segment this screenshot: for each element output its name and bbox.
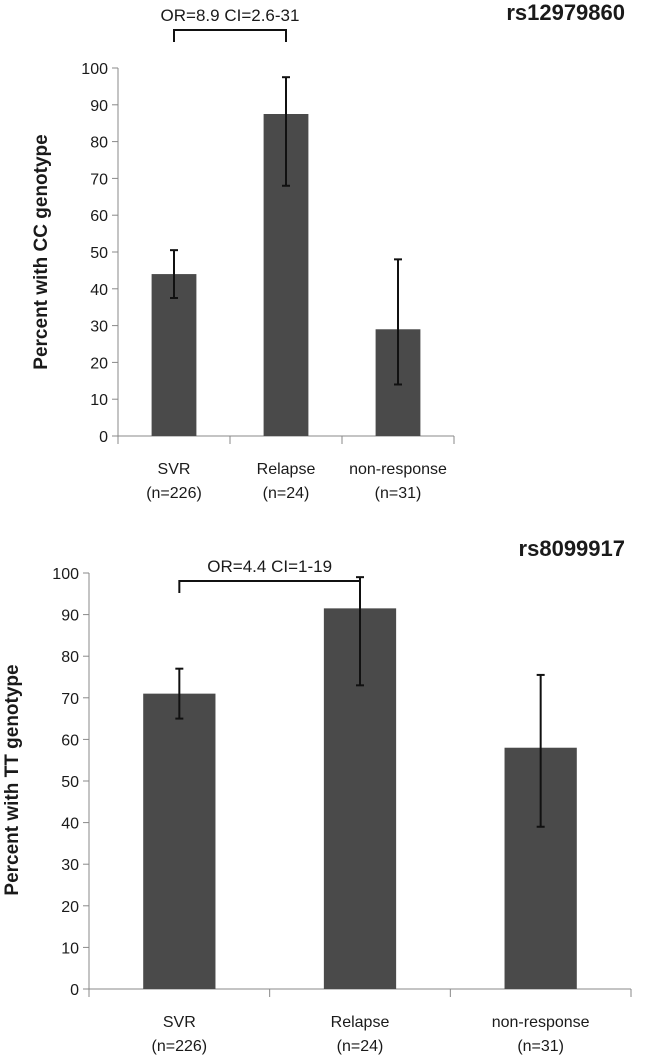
significance-bracket [173,29,287,42]
y-tick-label: 80 [90,135,108,152]
x-category-count: (n=31) [517,1038,564,1055]
annotation-text: OR=8.9 CI=2.6-31 [161,6,300,25]
x-category-label: Relapse [331,1014,390,1031]
x-category-count: (n=226) [152,1038,208,1055]
x-category-label: non-response [349,461,447,478]
y-tick-label: 40 [61,816,79,833]
y-tick-label: 100 [81,61,108,78]
y-tick-label: 20 [61,899,79,916]
y-tick-label: 0 [70,982,79,999]
chart-1: rs12979860 Percent with CC genotype 0 10 20 3… [31,0,625,502]
annotation-text: OR=4.4 CI=1-19 [207,557,332,576]
bar [143,693,216,989]
y-tick-label: 20 [90,355,108,372]
x-category-count: (n=24) [263,485,310,502]
y-tick-label: 30 [61,857,79,874]
x-category-label: Relapse [257,461,316,478]
y-axis-label: Percent with TT genotype [2,664,23,895]
chart-2: rs8099917 Percent with TT genotype 0 10 20 30… [2,536,632,1055]
y-tick-label: 60 [90,208,108,225]
bar [151,274,197,436]
y-tick-label: 40 [90,282,108,299]
x-category-count: (n=226) [146,485,202,502]
chart-title: rs8099917 [519,536,625,561]
significance-bracket [178,580,361,593]
y-tick-label: 0 [99,429,108,446]
y-tick-label: 60 [61,732,79,749]
y-tick-label: 70 [61,691,79,708]
y-tick-label: 70 [90,171,108,188]
y-tick-label: 30 [90,319,108,336]
x-category-label: SVR [163,1014,196,1031]
y-tick-label: 10 [90,392,108,409]
y-axis-label: Percent with CC genotype [31,134,52,369]
x-category-label: SVR [158,461,191,478]
y-tick-label: 50 [90,245,108,262]
y-tick-label: 90 [61,608,79,625]
x-category-label: non-response [492,1014,590,1031]
y-tick-label: 80 [61,649,79,666]
y-tick-label: 10 [61,940,79,957]
y-tick-label: 100 [52,566,79,583]
y-tick-label: 90 [90,98,108,115]
x-category-count: (n=31) [375,485,422,502]
x-category-count: (n=24) [337,1038,384,1055]
y-tick-label: 50 [61,774,79,791]
chart-title: rs12979860 [506,0,625,25]
